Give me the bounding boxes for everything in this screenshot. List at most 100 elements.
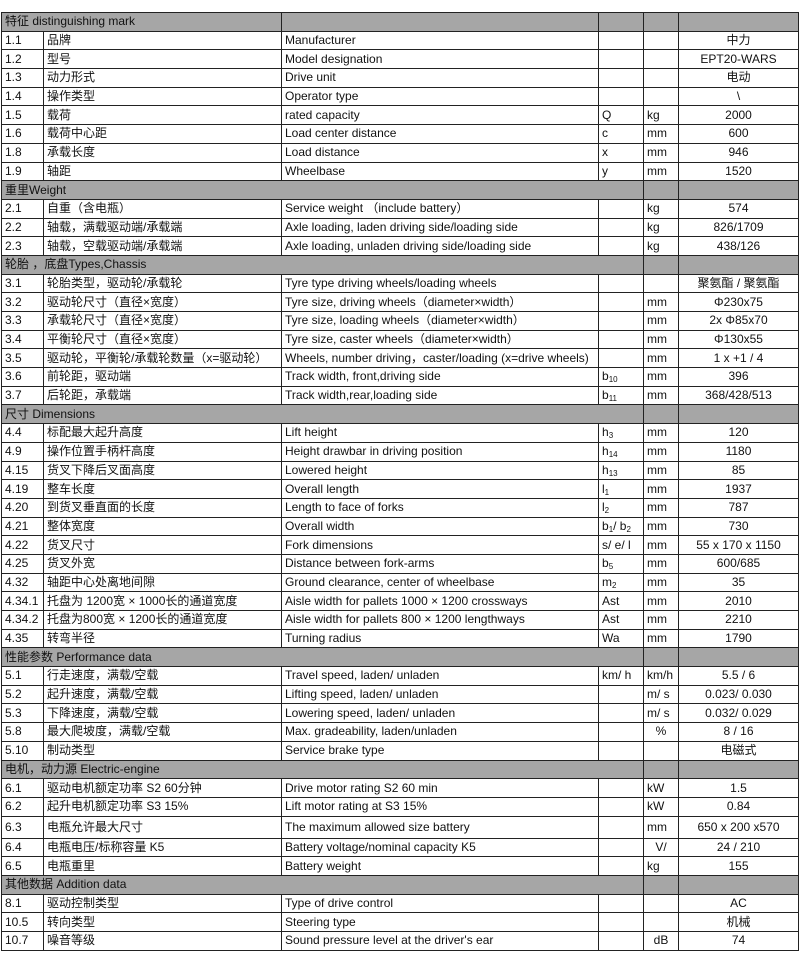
symbol-text: b — [602, 518, 609, 533]
item-name-cn: 噪音等级 — [43, 931, 282, 951]
section-cell-unit — [643, 12, 679, 32]
item-name-cn: 型号 — [43, 49, 282, 70]
item-symbol — [598, 198, 644, 219]
item-name-cn: 品牌 — [43, 30, 282, 51]
item-symbol: b1/ b2 — [598, 516, 644, 537]
item-unit: kg — [643, 856, 679, 876]
item-value: 1.5 — [678, 778, 799, 798]
spec-row: 6.4 电瓶电压/标称容量 K5 Battery voltage/nominal c… — [1, 837, 799, 858]
symbol-subscript: 11 — [608, 394, 617, 404]
section-cell-value — [678, 647, 799, 668]
item-name-cn: 货叉尺寸 — [43, 535, 282, 555]
symbol-text: l — [602, 500, 605, 515]
item-value: AC — [678, 893, 799, 914]
section-cell-value — [678, 180, 799, 200]
spec-row: 10.5 转向类型 Steering type 机械 — [1, 912, 799, 932]
spec-row: 5.10 制动类型 Service brake type 电磁式 — [1, 740, 799, 761]
section-header: 特征 distinguishing mark — [1, 12, 799, 32]
item-name-en: Travel speed, laden/ unladen — [281, 666, 599, 686]
symbol-text: Wa — [602, 631, 620, 646]
item-number: 4.15 — [1, 460, 44, 481]
item-unit: dB — [643, 931, 679, 951]
item-symbol — [598, 856, 644, 876]
item-value: 946 — [678, 142, 799, 163]
item-symbol — [598, 30, 644, 51]
item-unit — [643, 740, 679, 761]
item-symbol — [598, 217, 644, 238]
item-number: 4.4 — [1, 423, 44, 443]
section-header: 性能参数 Performance data — [1, 647, 799, 668]
item-unit: mm — [643, 329, 679, 350]
symbol-text: Ast — [602, 593, 620, 608]
item-name-cn: 后轮距，承载端 — [43, 385, 282, 406]
spec-row: 1.4 操作类型 Operator type \ — [1, 86, 799, 107]
item-unit: kg — [643, 236, 679, 256]
item-value: 机械 — [678, 912, 799, 932]
spec-row: 4.15 货叉下降后叉面高度 Lowered height h13 mm 85 — [1, 460, 799, 481]
spec-row: 2.1 自重（含电瓶） Service weight （include batter… — [1, 198, 799, 219]
item-name-cn: 自重（含电瓶） — [43, 198, 282, 219]
item-name-en: Lift height — [281, 423, 599, 443]
section-cell-unit — [643, 404, 679, 425]
section-title: 尺寸 Dimensions — [1, 404, 644, 425]
item-symbol — [598, 49, 644, 70]
item-number: 5.10 — [1, 740, 44, 761]
item-value: 电动 — [678, 68, 799, 88]
item-value: 368/428/513 — [678, 385, 799, 406]
item-name-cn: 电瓶电压/标称容量 K5 — [43, 837, 282, 858]
section-cell-value — [678, 874, 799, 895]
symbol-text: b — [602, 369, 609, 384]
item-name-cn: 驱动轮，平衡轮/承载轮数量（x=驱动轮） — [43, 348, 282, 369]
symbol-subscript: 10 — [608, 375, 618, 385]
item-number: 3.4 — [1, 329, 44, 350]
spec-row: 4.35 转弯半径 Turning radius Wa mm 1790 — [1, 628, 799, 649]
item-number: 10.5 — [1, 912, 44, 932]
item-name-cn: 轴距 — [43, 161, 282, 182]
item-value: 24 / 210 — [678, 837, 799, 858]
item-number: 1.4 — [1, 86, 44, 107]
item-symbol: l1 — [598, 479, 644, 499]
symbol-text: b — [602, 388, 609, 403]
item-number: 5.1 — [1, 666, 44, 686]
item-symbol: y — [598, 161, 644, 182]
item-symbol — [598, 329, 644, 350]
item-name-en: Load distance — [281, 142, 599, 163]
item-unit — [643, 273, 679, 294]
spec-row: 3.6 前轮距，驱动端 Track width, front,driving sid… — [1, 367, 799, 387]
item-name-en: Track width,rear,loading side — [281, 385, 599, 406]
item-name-en: Battery voltage/nominal capacity K5 — [281, 837, 599, 858]
item-symbol — [598, 684, 644, 705]
item-name-cn: 标配最大起升高度 — [43, 423, 282, 443]
item-name-cn: 载荷 — [43, 105, 282, 126]
section-cell-unit — [643, 874, 679, 895]
symbol-text: h — [602, 462, 609, 477]
item-symbol: h13 — [598, 460, 644, 481]
item-name-en: Axle loading, laden driving side/loading… — [281, 217, 599, 238]
item-name-en: Lowering speed, laden/ unladen — [281, 703, 599, 724]
item-value: 600/685 — [678, 553, 799, 574]
item-number: 3.5 — [1, 348, 44, 369]
item-value: 1 x +1 / 4 — [678, 348, 799, 369]
spec-row: 4.20 到货叉垂直面的长度 Length to face of forks l2 mm… — [1, 497, 799, 518]
item-name-en: Lifting speed, laden/ unladen — [281, 684, 599, 705]
item-number: 5.3 — [1, 703, 44, 724]
symbol-text: h — [602, 425, 609, 440]
item-name-en: Type of drive control — [281, 893, 599, 914]
section-cell-unit — [643, 254, 679, 275]
item-unit: mm — [643, 423, 679, 443]
item-name-en: Ground clearance, center of wheelbase — [281, 572, 599, 593]
item-unit: mm — [643, 535, 679, 555]
item-unit: mm — [643, 610, 679, 630]
item-value: Φ130x55 — [678, 329, 799, 350]
symbol-text: y — [602, 163, 608, 178]
item-symbol: h3 — [598, 423, 644, 443]
item-number: 3.2 — [1, 292, 44, 312]
item-symbol — [598, 893, 644, 914]
item-value: 600 — [678, 124, 799, 144]
item-unit: mm — [643, 479, 679, 499]
item-unit — [643, 49, 679, 70]
spec-table: 特征 distinguishing mark 1.1 品牌 Manufacturer 中… — [1, 12, 799, 951]
item-symbol — [598, 778, 644, 798]
item-value: EPT20-WARS — [678, 49, 799, 70]
item-unit: mm — [643, 292, 679, 312]
